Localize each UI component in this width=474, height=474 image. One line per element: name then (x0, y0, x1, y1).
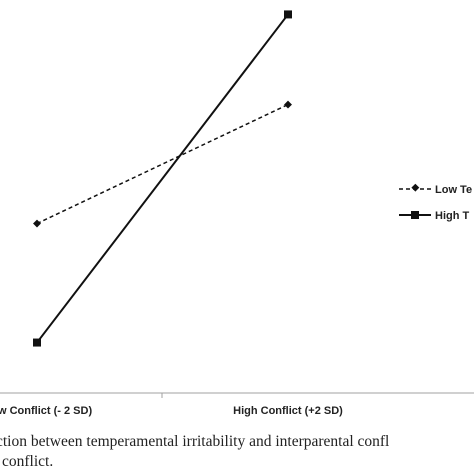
figure-caption: ction between temperamental irritability… (0, 432, 474, 472)
series-layer (33, 10, 292, 347)
x-tick-label-low-conflict: w Conflict (- 2 SD) (0, 405, 92, 417)
x-tick-label-high-conflict: High Conflict (+2 SD) (233, 405, 343, 417)
data-point-low-te-0 (33, 219, 41, 228)
caption-line-2: conflict. (2, 453, 54, 470)
legend-low-te-label: Low Te (435, 184, 472, 196)
series-line-low-te (36, 103, 289, 225)
data-point-high-t-0 (33, 338, 41, 347)
series-line-high-t (36, 13, 289, 344)
data-point-high-t-1 (284, 10, 292, 19)
data-point-low-te-1 (284, 100, 292, 109)
legend-high-t-label: High T (435, 210, 469, 222)
legend: Low Te High T (399, 183, 472, 222)
legend-low-te-marker (411, 183, 420, 192)
legend-high-t-marker (411, 211, 419, 219)
caption-line-1: ction between temperamental irritability… (0, 433, 390, 450)
